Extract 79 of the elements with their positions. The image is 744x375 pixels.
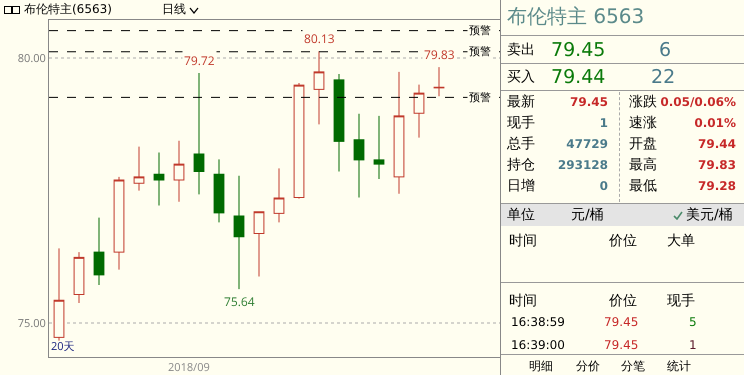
text: 时间 xyxy=(509,232,537,251)
candlestick xyxy=(314,50,324,125)
candlestick xyxy=(114,176,124,270)
text: 79.45 xyxy=(604,314,638,331)
candlestick xyxy=(94,217,104,286)
text: 布伦特主 6563 xyxy=(507,3,644,30)
text: 79.44 xyxy=(698,136,736,153)
candlestick xyxy=(54,248,64,342)
text: 0.05/0.06% xyxy=(660,94,736,111)
text: 现手 xyxy=(667,292,695,311)
text: 时间 xyxy=(509,292,537,311)
text: 单位 xyxy=(507,206,535,225)
text: 元/桶 xyxy=(571,206,604,225)
candlestick xyxy=(154,152,164,206)
y-tick-label: 80.00 xyxy=(18,51,46,66)
text: 明细 xyxy=(529,358,553,375)
text: 卖出 xyxy=(507,41,535,60)
text: 79.28 xyxy=(698,178,736,195)
ref-line-label: 预警 xyxy=(469,23,491,38)
annotation: 79.83 xyxy=(424,46,455,63)
candlestick xyxy=(434,66,444,97)
ref-line-label: 预警 xyxy=(469,44,491,59)
text: 79.44 xyxy=(551,65,606,90)
candlestick xyxy=(254,211,264,277)
candlestick xyxy=(194,72,204,195)
text: 分价 xyxy=(576,358,600,375)
candlestick xyxy=(214,158,224,223)
annotation: 79.72 xyxy=(184,52,215,69)
text: 5 xyxy=(689,314,697,331)
y-tick-label: 75.00 xyxy=(18,316,46,331)
text: 统计 xyxy=(667,358,691,375)
text: 持仓 xyxy=(507,156,535,175)
text: 现手 xyxy=(507,114,535,133)
text: 最低 xyxy=(629,177,657,196)
text: 47729 xyxy=(566,136,608,153)
text: 16:38:59 xyxy=(511,314,565,331)
text: 16:39:00 xyxy=(511,337,565,354)
text: 79.83 xyxy=(698,157,736,174)
text: 速涨 xyxy=(629,114,657,133)
text: 79.45 xyxy=(570,94,608,111)
text: 涨跌 xyxy=(629,93,657,112)
text: 79.45 xyxy=(604,337,638,354)
candlestick xyxy=(414,84,424,138)
candlestick xyxy=(334,74,344,172)
candlestick xyxy=(134,146,144,192)
candlestick xyxy=(394,71,404,194)
candlestick xyxy=(374,115,384,180)
text: 6 xyxy=(659,38,672,63)
text: 79.45 xyxy=(551,38,606,63)
chart-title: 布伦特主(6563) xyxy=(24,1,112,18)
text: 0.01% xyxy=(694,115,736,132)
text: 美元/桶 xyxy=(686,206,733,225)
text: 价位 xyxy=(609,292,637,311)
candlestick xyxy=(74,252,84,304)
text: 总手 xyxy=(507,135,535,154)
candlestick xyxy=(294,82,304,200)
chart-subtitle: 日线 xyxy=(162,1,186,18)
candlestick xyxy=(174,140,184,202)
candlestick xyxy=(354,113,364,198)
text: 293128 xyxy=(558,157,608,174)
text: 日增 xyxy=(507,177,535,196)
text: 22 xyxy=(651,65,676,90)
annotation: 75.64 xyxy=(224,293,255,310)
text: 分笔 xyxy=(621,358,645,375)
text: 1 xyxy=(600,115,608,132)
annotation: 80.13 xyxy=(304,30,335,47)
text: 最高 xyxy=(629,156,657,175)
annotation: 20天 xyxy=(51,339,75,354)
ref-line-label: 预警 xyxy=(469,90,491,105)
text: 0 xyxy=(600,178,608,195)
candlestick xyxy=(274,168,284,223)
text: 开盘 xyxy=(629,135,657,154)
text: 价位 xyxy=(609,232,637,251)
candlestick xyxy=(234,175,244,290)
text: 2018/09 xyxy=(168,360,210,375)
text: 1 xyxy=(689,337,697,354)
text: 最新 xyxy=(507,93,535,112)
text: 买入 xyxy=(507,68,535,87)
text: 大单 xyxy=(667,232,695,251)
